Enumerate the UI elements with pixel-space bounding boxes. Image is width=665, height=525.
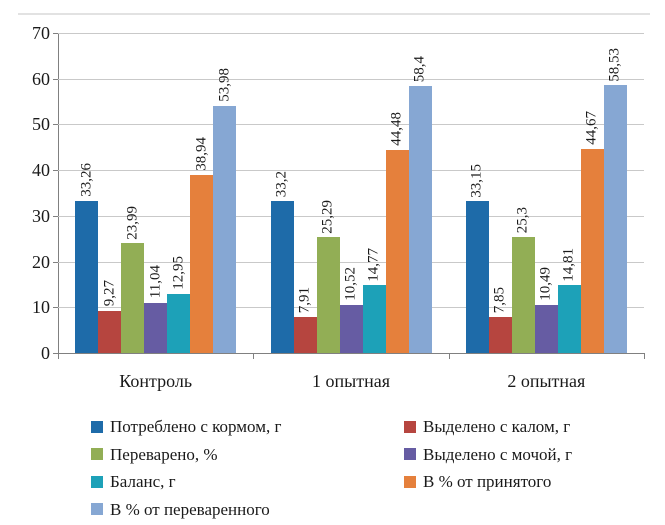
bar-group3-series3: 25,3 [511, 207, 535, 353]
legend-swatch-icon [91, 448, 103, 461]
y-axis-line [58, 33, 59, 354]
legend-item-series7: В % от переваренного [91, 501, 404, 518]
bar-value-label: 33,15 [468, 163, 485, 198]
bar-group1-series6: 38,94 [190, 137, 214, 353]
bar-group2-series4: 10,52 [339, 267, 363, 353]
bar-value-label: 25,3 [514, 207, 531, 234]
gridline-y70 [58, 33, 644, 34]
x-category-label-1: Контроль [119, 371, 193, 391]
legend-swatch-icon [404, 420, 416, 433]
y-tick-label-0: 0 [41, 343, 50, 363]
y-tick-mark [53, 307, 58, 308]
y-tick-mark [53, 353, 58, 354]
bar-value-label: 44,48 [388, 111, 405, 146]
plot-area: 33,26 9,27 23,99 11,04 12,95 38,94 53,98 33,2 7,… [58, 33, 644, 353]
gridline-y60 [58, 79, 644, 80]
y-tick-mark [53, 79, 58, 80]
legend-item-series1: Потреблено с кормом, г [91, 418, 404, 435]
x-tick-mark [449, 354, 450, 359]
bar-value-label: 33,2 [273, 170, 290, 198]
legend-label: Потреблено с кормом, г [110, 417, 282, 437]
bar-group1-series3: 23,99 [121, 206, 145, 353]
gridline-y50 [58, 124, 644, 125]
legend-label: Баланс, г [110, 472, 176, 492]
bar-value-label: 23,99 [124, 205, 141, 240]
legend-item-series5: Баланс, г [91, 473, 404, 490]
bar-value-label: 58,53 [606, 47, 623, 82]
legend-swatch-icon [404, 448, 416, 461]
bar-group1-series5: 12,95 [167, 256, 191, 353]
bar-value-label: 9,27 [101, 280, 118, 307]
bar-group1-series4: 11,04 [144, 265, 168, 353]
bar-group2-series5: 14,77 [362, 248, 386, 353]
y-tick-label-30: 30 [32, 205, 50, 226]
x-axis-line [58, 353, 645, 354]
bar-group1-series7: 53,98 [213, 68, 237, 353]
y-tick-label-10: 10 [32, 297, 50, 318]
legend-swatch-icon [91, 475, 103, 488]
y-tick-mark [53, 262, 58, 263]
bar-value-label: 11,04 [147, 265, 164, 299]
x-tick-mark [58, 354, 59, 359]
legend-label: Переварено, % [110, 444, 218, 464]
gridline-y20 [58, 262, 644, 263]
bar-value-label: 10,52 [342, 267, 359, 301]
y-tick-label-70: 70 [32, 23, 50, 43]
legend-label: В % от переваренного [110, 499, 270, 519]
legend-swatch-icon [91, 420, 103, 433]
legend-label: В % от принятого [423, 472, 552, 492]
bar-value-label: 14,77 [365, 247, 382, 282]
y-tick-mark [53, 124, 58, 125]
bar-value-label: 12,95 [170, 256, 187, 290]
bar-value-label: 7,85 [491, 286, 508, 314]
legend-item-series2: Выделено с калом, г [404, 418, 651, 435]
bar-group2-series2: 7,91 [293, 287, 317, 353]
bar-value-label: 25,29 [319, 199, 336, 234]
legend-item-series6: В % от принятого [404, 473, 651, 490]
y-tick-label-50: 50 [32, 114, 50, 135]
legend-item-series4: Выделено с мочой, г [404, 446, 651, 463]
top-border-line [18, 13, 650, 15]
y-tick-mark [53, 170, 58, 171]
bar-value-label: 44,67 [583, 111, 600, 145]
bar-group1-series1: 33,26 [75, 163, 99, 353]
x-category-label-3: 2 опытная [507, 371, 586, 391]
bar-group3-series5: 14,81 [557, 248, 581, 353]
y-tick-label-20: 20 [32, 251, 50, 272]
bar-group3-series6: 44,67 [580, 111, 604, 353]
x-tick-mark [644, 354, 645, 359]
x-category-label-2: 1 опытная [312, 371, 390, 391]
gridline-y30 [58, 216, 644, 217]
bar-group3-series2: 7,85 [488, 287, 512, 353]
y-tick-label-40: 40 [32, 160, 50, 181]
y-tick-label-60: 60 [32, 68, 50, 89]
bar-value-label: 58,4 [411, 55, 428, 83]
bar-group3-series4: 10,49 [534, 267, 558, 353]
bar-group3-series1: 33,15 [465, 164, 489, 353]
bar-value-label: 33,26 [78, 163, 95, 197]
gridline-y40 [58, 170, 644, 171]
legend-swatch-icon [404, 475, 416, 488]
bar-group2-series1: 33,2 [270, 171, 294, 353]
chart-legend: Потреблено с кормом, г Выделено с калом, … [91, 413, 651, 523]
bar-value-label: 53,98 [216, 68, 233, 103]
bar-group2-series7: 58,4 [408, 56, 432, 353]
bar-value-label: 7,91 [296, 286, 313, 313]
bar-value-label: 14,81 [560, 247, 577, 282]
y-tick-mark [53, 33, 58, 34]
bar-group1-series2: 9,27 [98, 280, 122, 353]
bar-value-label: 38,94 [193, 137, 210, 171]
legend-item-series3: Переварено, % [91, 446, 404, 463]
bar-group2-series3: 25,29 [316, 200, 340, 353]
x-tick-mark [253, 354, 254, 359]
legend-swatch-icon [91, 503, 103, 516]
bar-group2-series6: 44,48 [385, 112, 409, 353]
legend-label: Выделено с мочой, г [423, 444, 573, 464]
y-tick-mark [53, 216, 58, 217]
bar-value-label: 10,49 [537, 267, 554, 302]
legend-label: Выделено с калом, г [423, 417, 571, 437]
bar-group3-series7: 58,53 [603, 48, 627, 353]
